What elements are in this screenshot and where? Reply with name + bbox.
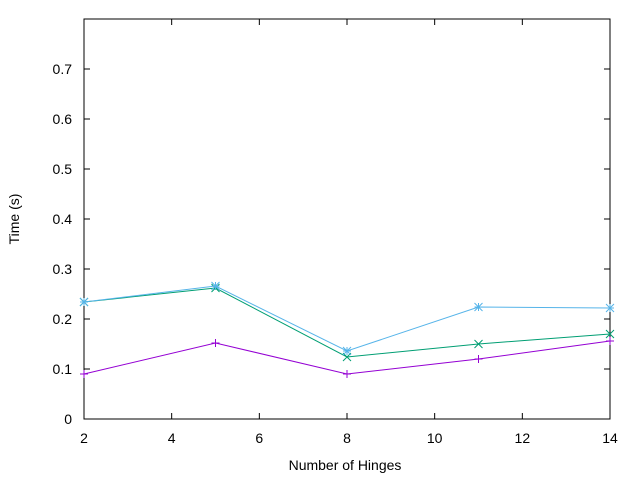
plot-area-frame bbox=[83, 18, 611, 420]
data-point bbox=[211, 339, 220, 347]
series-line bbox=[83, 285, 611, 352]
x-tick-label: 4 bbox=[168, 430, 176, 446]
data-point bbox=[474, 355, 483, 363]
y-tick-label: 0.6 bbox=[53, 111, 73, 127]
data-point bbox=[211, 281, 220, 291]
series-2 bbox=[79, 283, 615, 362]
series-line bbox=[83, 287, 611, 358]
x-tick-label: 14 bbox=[602, 430, 618, 446]
series-layer bbox=[79, 281, 615, 378]
x-tick-label: 6 bbox=[255, 430, 263, 446]
data-point bbox=[343, 370, 351, 378]
x-tick-label: 8 bbox=[343, 430, 351, 446]
x-axis-label: Number of Hinges bbox=[289, 457, 402, 473]
data-point bbox=[79, 297, 89, 307]
y-tick-label: 0.5 bbox=[53, 161, 73, 177]
data-point bbox=[342, 346, 352, 356]
data-point bbox=[80, 370, 88, 378]
y-tick-label: 0.3 bbox=[53, 261, 73, 277]
y-tick-label: 0.1 bbox=[53, 361, 73, 377]
y-tick-label: 0.7 bbox=[53, 61, 73, 77]
y-tick-label: 0 bbox=[64, 411, 72, 427]
y-axis-label: Time (s) bbox=[6, 194, 22, 245]
data-point bbox=[605, 303, 615, 313]
data-point bbox=[474, 339, 483, 349]
series-3 bbox=[79, 281, 615, 356]
data-point bbox=[605, 329, 615, 339]
data-point bbox=[474, 302, 483, 312]
data-point bbox=[606, 337, 614, 345]
x-tick-label: 12 bbox=[515, 430, 531, 446]
axis-ticks: 2 4 6 8 10 12 14 0 0.1 0.2 0.3 0.4 0.5 0.6 0.7 bbox=[53, 19, 618, 446]
x-tick-label: 10 bbox=[427, 430, 443, 446]
y-tick-label: 0.2 bbox=[53, 311, 73, 327]
x-tick-label: 2 bbox=[80, 430, 88, 446]
y-tick-label: 0.4 bbox=[53, 211, 73, 227]
series-1 bbox=[80, 337, 614, 378]
